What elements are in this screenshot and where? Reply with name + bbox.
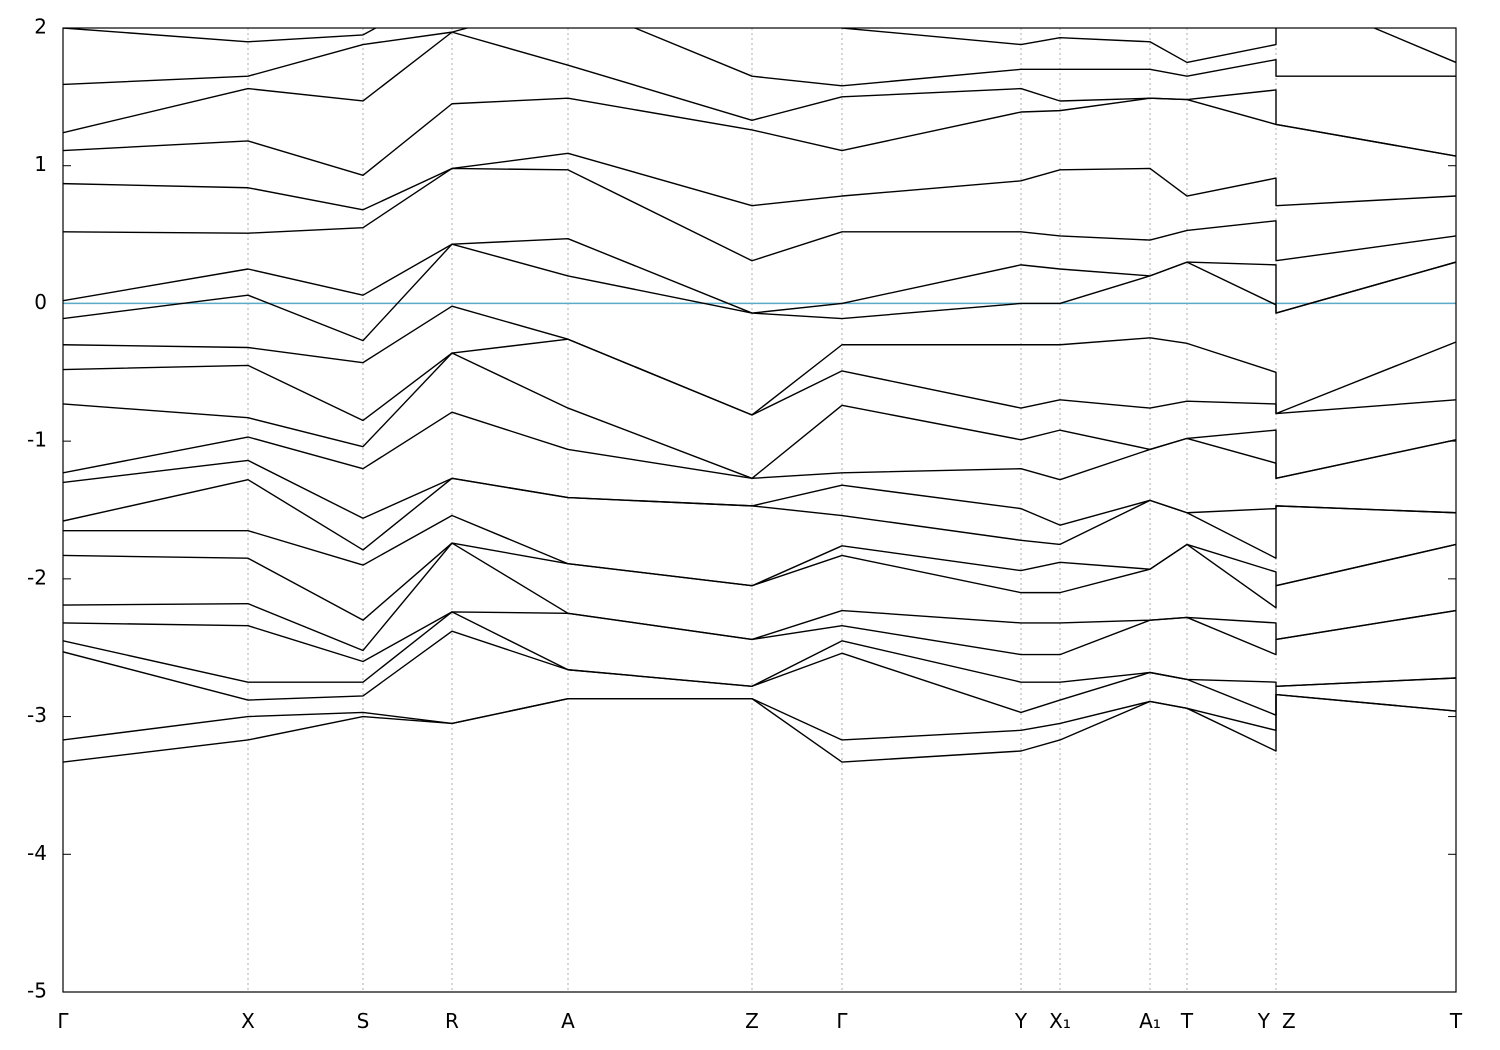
band-line — [63, 693, 1456, 741]
y-tick-label: -4 — [27, 841, 47, 865]
y-tick-label: -1 — [27, 428, 47, 452]
band-line — [63, 477, 1456, 559]
band-line — [63, 459, 1456, 526]
band-line — [63, 411, 1456, 481]
x-tick-label: T — [1180, 1009, 1194, 1033]
band-line — [63, 97, 1456, 177]
y-tick-label: 0 — [34, 290, 47, 314]
x-tick-label: A₁ — [1139, 1009, 1161, 1033]
band-line — [63, 514, 1456, 587]
band-line — [63, 693, 1456, 763]
band-line — [63, 243, 1456, 342]
x-tick-label: Γ — [836, 1009, 848, 1033]
plot-frame — [62, 27, 1457, 993]
x-tick-label: Z — [1282, 1009, 1296, 1033]
band-line — [63, 31, 1456, 157]
band-line — [63, 609, 1456, 663]
band-line — [63, 352, 1456, 480]
band-line — [63, 611, 1456, 687]
x-tick-label: X₁ — [1049, 1009, 1071, 1033]
x-tick-label: T — [1449, 1009, 1463, 1033]
x-tick-label: Z — [745, 1009, 759, 1033]
band-line — [63, 305, 1456, 416]
y-tick-label: 1 — [34, 152, 47, 176]
x-tick-label: Y — [1014, 1009, 1028, 1033]
x-tick-label: Y — [1257, 1009, 1271, 1033]
y-tick-label: -5 — [27, 979, 47, 1003]
x-tick-label: R — [445, 1009, 459, 1033]
band-line — [63, 28, 1456, 87]
y-tick-label: -3 — [27, 703, 47, 727]
band-line — [63, 542, 1456, 621]
band-line — [63, 542, 1456, 652]
band-line — [63, 630, 1456, 716]
band-line — [63, 167, 1456, 262]
y-tick-label: -2 — [27, 565, 47, 589]
x-tick-label: A — [561, 1009, 575, 1033]
band-line — [63, 28, 1456, 64]
y-tick-label: 2 — [34, 15, 47, 39]
x-tick-label: S — [357, 1009, 370, 1033]
x-tick-label: X — [241, 1009, 255, 1033]
band-line — [63, 338, 1456, 422]
band-line — [63, 152, 1456, 211]
x-tick-label: Γ — [57, 1009, 69, 1033]
bands-layer — [63, 28, 1456, 763]
band-line — [63, 238, 1456, 314]
